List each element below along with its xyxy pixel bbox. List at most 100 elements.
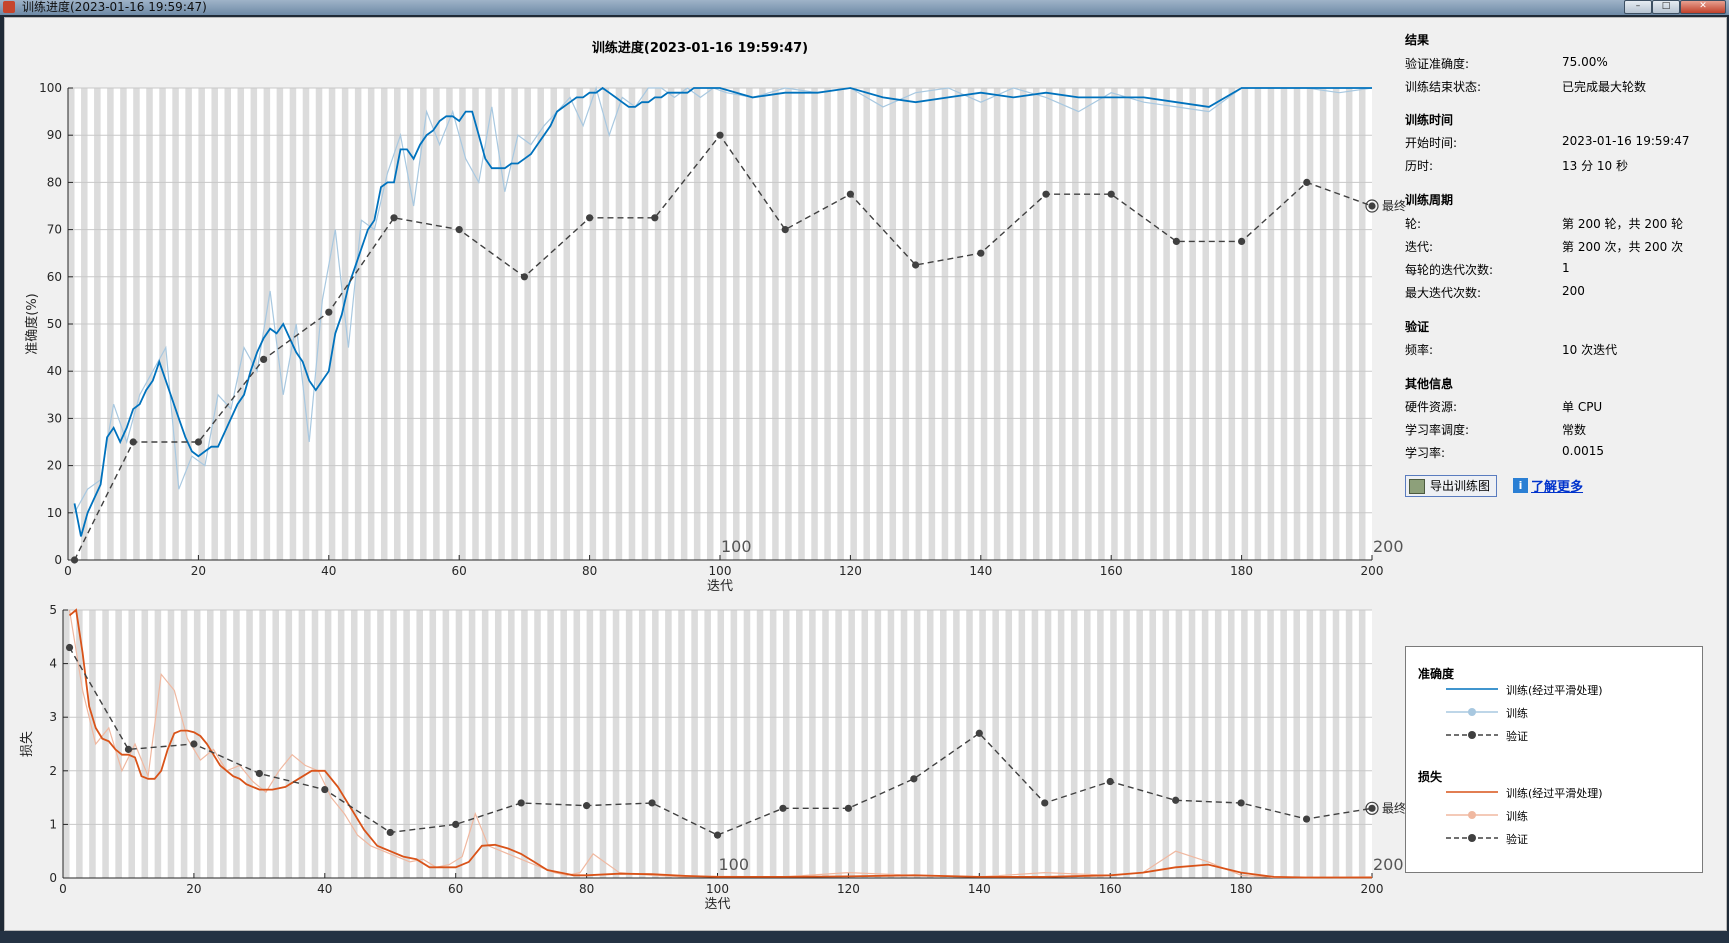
x-tick-label: 140 (968, 882, 991, 896)
epoch-stripe (809, 610, 816, 878)
learning-rate-value: 0.0015 (1562, 444, 1604, 458)
maximize-button[interactable]: □ (1652, 0, 1680, 14)
epoch-stripe (416, 610, 423, 878)
epoch-stripe (730, 610, 738, 878)
epoch-stripe (429, 610, 437, 878)
epoch-stripe (167, 610, 175, 878)
validation-point (1368, 804, 1376, 812)
validation-point (1237, 799, 1245, 807)
epoch-stripe (1084, 610, 1091, 878)
epoch-stripe (874, 610, 882, 878)
epoch-stripe (979, 610, 986, 878)
taskbar-strip (0, 931, 1729, 943)
epoch-stripe (1162, 610, 1170, 878)
epoch-stripe (298, 610, 306, 878)
validation-point (70, 556, 79, 564)
epoch-stripe (1149, 610, 1157, 878)
epoch-label: 100 (721, 537, 752, 556)
y-tick-label: 0 (54, 553, 62, 567)
epoch-stripe (390, 610, 397, 878)
x-tick-label: 180 (1230, 882, 1253, 896)
epoch-stripe (508, 610, 515, 878)
epoch-stripe (246, 610, 253, 878)
info-label: 历时: (1405, 159, 1434, 173)
x-tick-label: 0 (64, 564, 72, 578)
legend-panel: 准确度 训练(经过平滑处理) 训练 验证 损失 训练(经过平滑处理) 训练 验证 (1405, 646, 1703, 873)
x-tick-label: 20 (191, 564, 206, 578)
validation-section-title: 验证 (1405, 320, 1430, 334)
epoch-stripe (1241, 610, 1248, 878)
minimize-button[interactable]: – (1624, 0, 1652, 14)
x-tick-label: 80 (579, 882, 594, 896)
x-tick-label: 120 (837, 882, 860, 896)
lr-schedule-value: 常数 (1562, 423, 1587, 437)
results-section-title: 结果 (1405, 33, 1430, 47)
y-tick-label: 40 (47, 364, 62, 378)
epoch-stripe (940, 610, 947, 878)
close-button[interactable]: ✕ (1680, 0, 1726, 14)
validation-point (255, 769, 263, 778)
epoch-stripe (560, 610, 567, 878)
info-label: 学习率调度: (1405, 423, 1470, 437)
validation-point (124, 745, 133, 753)
app-icon (3, 1, 15, 13)
epoch-stripe (1005, 610, 1013, 878)
epoch-stripe (547, 610, 554, 878)
time-section-title: 训练时间 (1405, 113, 1454, 127)
export-plot-button[interactable]: 导出训练图 (1405, 475, 1497, 497)
epoch-stripe (206, 610, 214, 878)
y-tick-label: 90 (47, 128, 62, 142)
epoch-stripe (1267, 610, 1274, 878)
iterations-per-epoch-value: 1 (1562, 261, 1570, 275)
validation-point (190, 740, 198, 748)
epoch-stripe (76, 610, 83, 878)
x-tick-label: 200 (1361, 882, 1384, 896)
training-status-value: 已完成最大轮数 (1562, 80, 1647, 94)
validation-accuracy-value: 75.00% (1562, 55, 1608, 69)
x-axis-label: 迭代 (707, 579, 733, 594)
info-label: 最大迭代次数: (1405, 286, 1482, 300)
info-label: 迭代: (1405, 240, 1434, 254)
legend-item: 训练(经过平滑处理) (1506, 787, 1603, 800)
info-icon: i (1513, 478, 1528, 493)
y-tick-label: 1 (49, 817, 57, 831)
y-tick-label: 50 (47, 317, 62, 331)
plot-export-icon (1409, 479, 1425, 494)
legend-item: 训练(经过平滑处理) (1506, 684, 1603, 697)
epoch-stripe (1345, 610, 1353, 878)
start-time-value: 2023-01-16 19:59:47 (1562, 134, 1690, 148)
y-tick-label: 10 (47, 506, 62, 520)
validation-point (781, 226, 789, 234)
validation-point (390, 214, 398, 222)
epoch-stripe (272, 610, 279, 878)
y-tick-label: 0 (49, 871, 57, 885)
epoch-stripe (1057, 610, 1065, 878)
validation-point (586, 214, 594, 222)
epoch-label: 200 (1373, 855, 1404, 874)
epoch-stripe (220, 610, 227, 878)
legend-item: 训练 (1506, 810, 1528, 823)
x-tick-label: 140 (969, 564, 992, 578)
final-marker (1365, 801, 1379, 815)
y-axis-label: 准确度(%) (24, 293, 40, 355)
hardware-value: 单 CPU (1562, 400, 1603, 414)
y-tick-label: 30 (47, 411, 62, 425)
validation-point (1302, 815, 1311, 823)
epoch-stripe (1254, 610, 1261, 878)
series-line-smoothed (73, 86, 1372, 537)
y-tick-label: 3 (49, 710, 57, 724)
validation-point (1106, 777, 1114, 786)
validation-point (716, 131, 724, 139)
validation-point (975, 729, 983, 737)
max-iterations-value: 200 (1562, 284, 1585, 298)
x-tick-label: 200 (1361, 564, 1384, 578)
epoch-stripe (691, 610, 698, 878)
validation-point (129, 438, 137, 446)
validation-point (260, 355, 268, 363)
y-tick-label: 60 (47, 270, 62, 284)
learn-more-link[interactable]: 了解更多 (1531, 480, 1584, 495)
epoch-stripe (1319, 610, 1327, 878)
info-label: 训练结束状态: (1405, 80, 1482, 94)
epoch-stripe (717, 610, 725, 878)
x-tick-label: 160 (1099, 882, 1122, 896)
